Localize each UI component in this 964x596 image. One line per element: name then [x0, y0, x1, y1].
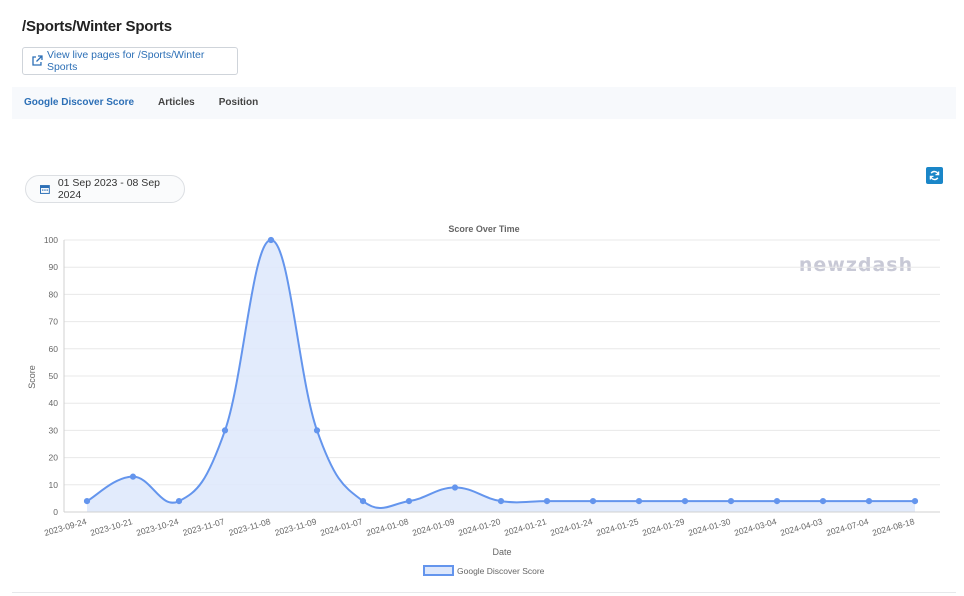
legend-label: Google Discover Score: [457, 566, 545, 576]
data-point[interactable]: [451, 484, 459, 491]
panel-bottom-border: [12, 592, 956, 593]
view-live-pages-label: View live pages for /Sports/Winter Sport…: [46, 49, 205, 73]
watermark: newzdash: [799, 254, 913, 276]
x-tick-label: 2024-01-08: [365, 516, 410, 538]
score-chart: Score Over Time newzdash 0 10 20 30 40 50 60 70…: [27, 224, 940, 576]
x-tick-label: 2023-10-24: [135, 516, 180, 538]
y-tick-label: 70: [49, 317, 59, 327]
external-link-icon: [32, 55, 43, 66]
data-point[interactable]: [221, 427, 229, 434]
data-point[interactable]: [865, 498, 873, 505]
x-tick-label: 2024-04-03: [779, 516, 824, 538]
y-tick-label: 80: [49, 289, 59, 299]
x-tick-label: 2023-10-21: [89, 516, 134, 538]
tab-articles[interactable]: Articles: [158, 97, 195, 108]
chart-title: Score Over Time: [448, 224, 519, 234]
x-tick-label: 2024-01-29: [641, 516, 686, 538]
refresh-button[interactable]: [926, 167, 943, 184]
calendar-icon: [40, 185, 50, 194]
data-point[interactable]: [543, 498, 551, 505]
data-point[interactable]: [129, 473, 137, 480]
x-tick-label: 2023-11-08: [228, 516, 272, 537]
x-tick-label: 2023-11-09: [274, 516, 318, 537]
data-point[interactable]: [405, 498, 413, 505]
x-tick-label: 2024-08-18: [871, 516, 916, 538]
x-axis-label: Date: [492, 547, 511, 557]
date-range-label: 01 Sep 2023 - 08 Sep 2024: [57, 177, 160, 201]
data-point[interactable]: [497, 498, 505, 505]
data-point[interactable]: [773, 498, 781, 505]
data-point[interactable]: [911, 498, 919, 505]
data-point[interactable]: [819, 498, 827, 505]
x-tick-label: 2023-09-24: [43, 516, 88, 538]
data-point[interactable]: [727, 498, 735, 505]
y-axis-label: Score: [27, 365, 37, 389]
date-range-picker[interactable]: 01 Sep 2023 - 08 Sep 2024: [25, 175, 185, 203]
y-tick-label: 40: [49, 398, 59, 408]
y-tick-label: 20: [49, 453, 59, 463]
data-point[interactable]: [267, 236, 275, 244]
data-point[interactable]: [83, 498, 91, 505]
x-tick-label: 2024-01-24: [549, 516, 594, 538]
tab-position[interactable]: Position: [218, 97, 259, 108]
x-tick-label: 2024-01-21: [503, 516, 548, 538]
y-tick-label: 100: [44, 235, 58, 245]
data-point[interactable]: [359, 498, 367, 505]
y-tick-label: 90: [49, 262, 59, 272]
legend-swatch: [423, 565, 454, 576]
x-tick-label: 2024-01-09: [411, 516, 456, 538]
x-tick-label: 2024-01-20: [457, 516, 502, 538]
tab-google-discover-score[interactable]: Google Discover Score: [24, 97, 135, 108]
refresh-icon: [929, 170, 940, 181]
y-tick-label: 50: [49, 371, 59, 381]
x-tick-label: 2024-01-25: [595, 516, 640, 538]
y-tick-label: 60: [49, 344, 59, 354]
y-tick-label: 0: [53, 507, 58, 517]
y-tick-label: 30: [49, 425, 59, 435]
y-tick-label: 10: [49, 480, 59, 490]
series-area-fill: [87, 240, 915, 512]
x-tick-label: 2024-07-04: [825, 516, 870, 538]
data-point[interactable]: [313, 427, 321, 434]
x-tick-label: 2024-01-07: [319, 516, 364, 538]
data-point[interactable]: [635, 498, 643, 505]
x-tick-label: 2023-11-07: [182, 516, 226, 537]
data-point[interactable]: [681, 498, 689, 505]
view-live-pages-button[interactable]: View live pages for /Sports/Winter Sport…: [22, 47, 238, 75]
legend[interactable]: Google Discover Score: [423, 565, 545, 576]
x-tick-label: 2024-01-30: [687, 516, 732, 538]
tab-bar: Google Discover Score Articles Position: [12, 87, 956, 119]
x-tick-label: 2024-03-04: [733, 516, 778, 538]
data-point[interactable]: [175, 498, 183, 505]
data-point[interactable]: [589, 498, 597, 505]
page-title: /Sports/Winter Sports: [22, 18, 172, 35]
